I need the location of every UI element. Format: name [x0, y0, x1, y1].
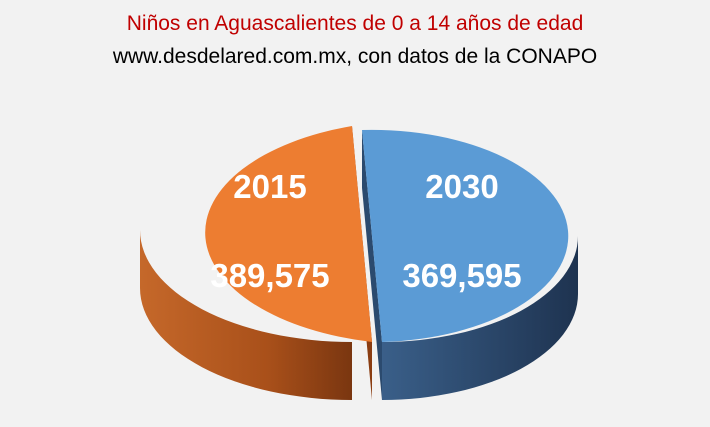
slice-2030-side	[382, 236, 578, 400]
slice-2030-cut-wall	[362, 130, 382, 400]
chart-subtitle: www.desdelared.com.mx, con datos de la C…	[112, 45, 598, 68]
slice-2030	[362, 129, 569, 342]
slice-2030-label: 2030	[425, 168, 498, 205]
slice-2015-label: 2015	[233, 168, 306, 205]
slice-2015-side	[140, 230, 352, 400]
chart-title: Niños en Aguascalientes de 0 a 14 años d…	[126, 12, 584, 35]
slice-2030-value-label: 369,595	[402, 257, 521, 294]
slice-2015-value-label: 389,575	[210, 257, 329, 294]
slice-2015	[205, 126, 372, 342]
